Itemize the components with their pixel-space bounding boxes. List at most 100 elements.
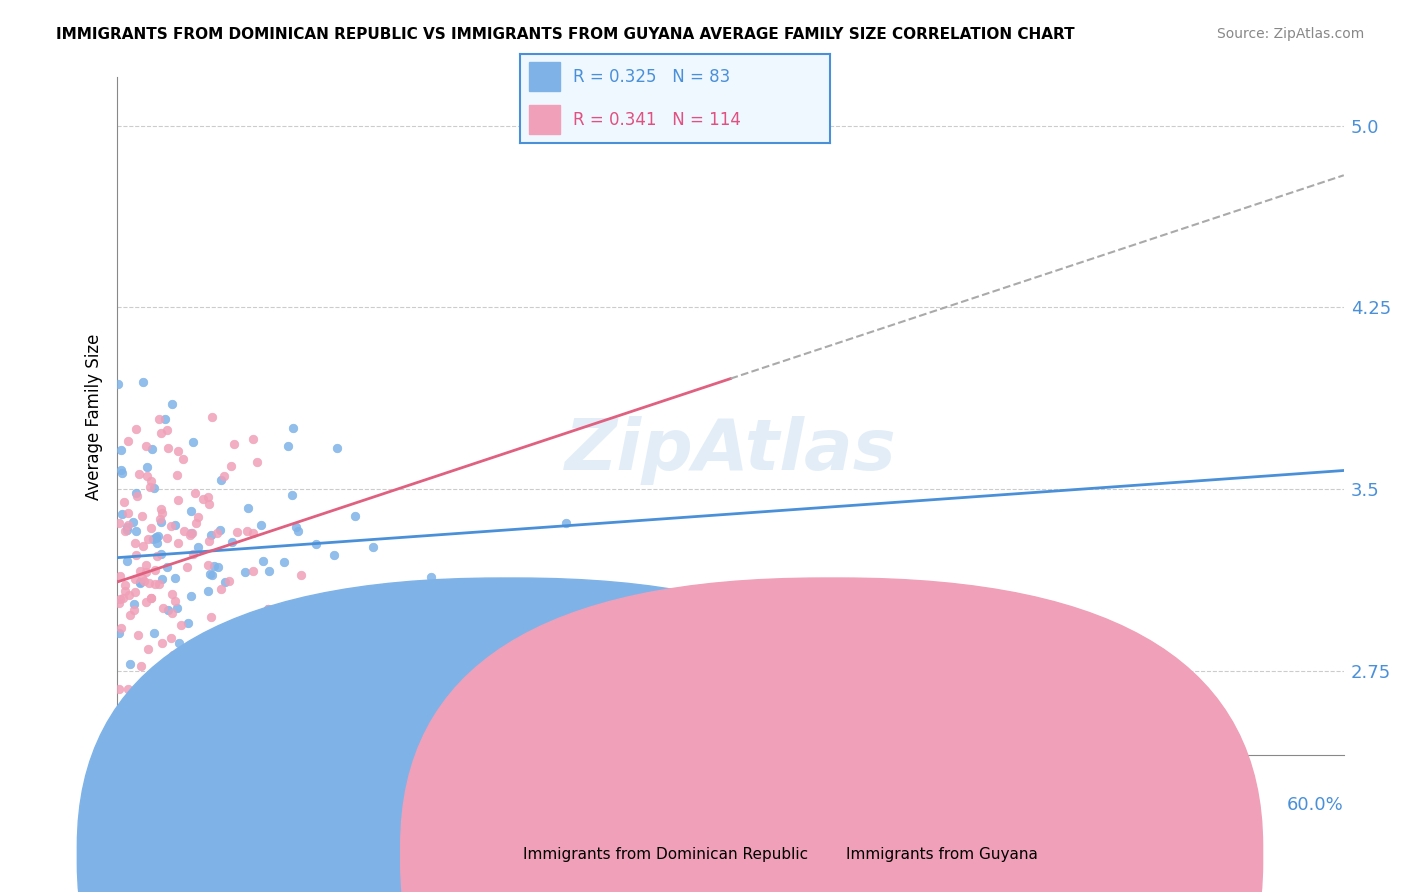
Point [146,549,169,563]
Point [108,596,131,610]
Point [193,668,215,682]
Point [122,603,145,617]
Point [200,609,222,624]
Point [205,526,228,541]
Point [209,582,232,597]
Point [287,524,309,538]
Point [187,510,209,524]
Point [149,515,172,529]
Point [108,626,131,640]
Point [290,567,312,582]
Point [184,516,207,531]
Point [160,587,183,601]
Point [218,574,240,588]
Point [236,500,259,515]
Point [257,564,280,578]
Point [128,467,150,482]
Point [117,518,139,533]
Point [135,558,157,573]
Point [111,466,134,480]
Point [350,607,373,622]
Point [141,521,163,535]
Point [145,530,167,544]
Point [139,591,162,606]
Point [214,469,236,483]
Point [277,439,299,453]
Point [138,576,160,591]
Point [148,529,170,543]
Point [114,695,136,709]
Point [165,571,187,585]
Point [112,495,135,509]
Point [145,531,167,545]
Point [150,572,173,586]
Point [169,635,191,649]
Point [242,564,264,578]
Point [166,600,188,615]
Point [135,595,157,609]
Point [179,528,201,542]
Text: R = 0.341   N = 114: R = 0.341 N = 114 [572,111,741,128]
Point [148,576,170,591]
Point [124,486,146,500]
Point [135,439,157,453]
Point [162,396,184,410]
Point [170,617,193,632]
Text: 0.0%: 0.0% [117,796,163,814]
Point [162,648,184,663]
Bar [530,62,561,91]
Point [321,723,343,738]
Point [197,490,219,504]
Point [117,506,139,520]
Point [148,412,170,426]
Point [129,565,152,579]
Point [235,524,257,539]
Point [253,630,276,644]
Point [122,598,145,612]
Point [114,524,136,539]
Point [124,535,146,549]
Point [118,588,141,602]
Point [204,631,226,645]
Point [110,443,132,458]
Point [142,532,165,546]
Point [208,523,231,537]
Point [419,570,441,584]
Point [180,525,202,540]
Text: IMMIGRANTS FROM DOMINICAN REPUBLIC VS IMMIGRANTS FROM GUYANA AVERAGE FAMILY SIZE: IMMIGRANTS FROM DOMINICAN REPUBLIC VS IM… [56,27,1074,42]
Point [117,681,139,696]
Text: Immigrants from Guyana: Immigrants from Guyana [846,847,1038,862]
Point [121,516,143,530]
Point [167,492,190,507]
Point [141,474,163,488]
Point [225,525,247,540]
Point [118,657,141,671]
Point [221,459,243,474]
Point [150,547,173,561]
Point [264,663,287,677]
Point [209,473,232,487]
Point [180,589,202,603]
Point [218,630,240,644]
Point [246,455,269,469]
Point [131,508,153,523]
Point [214,575,236,590]
Point [136,532,159,546]
Point [170,647,193,661]
Point [114,584,136,599]
Point [187,540,209,554]
Point [242,432,264,446]
Y-axis label: Average Family Size: Average Family Size [86,334,103,500]
Point [146,536,169,550]
Point [166,536,188,550]
Point [143,481,166,495]
Point [150,506,173,520]
Point [115,520,138,534]
Point [156,442,179,456]
Point [115,554,138,568]
Point [202,559,225,574]
Text: 60.0%: 60.0% [1286,796,1344,814]
Point [108,516,131,530]
Point [361,541,384,555]
Text: Immigrants from Dominican Republic: Immigrants from Dominican Republic [523,847,808,862]
